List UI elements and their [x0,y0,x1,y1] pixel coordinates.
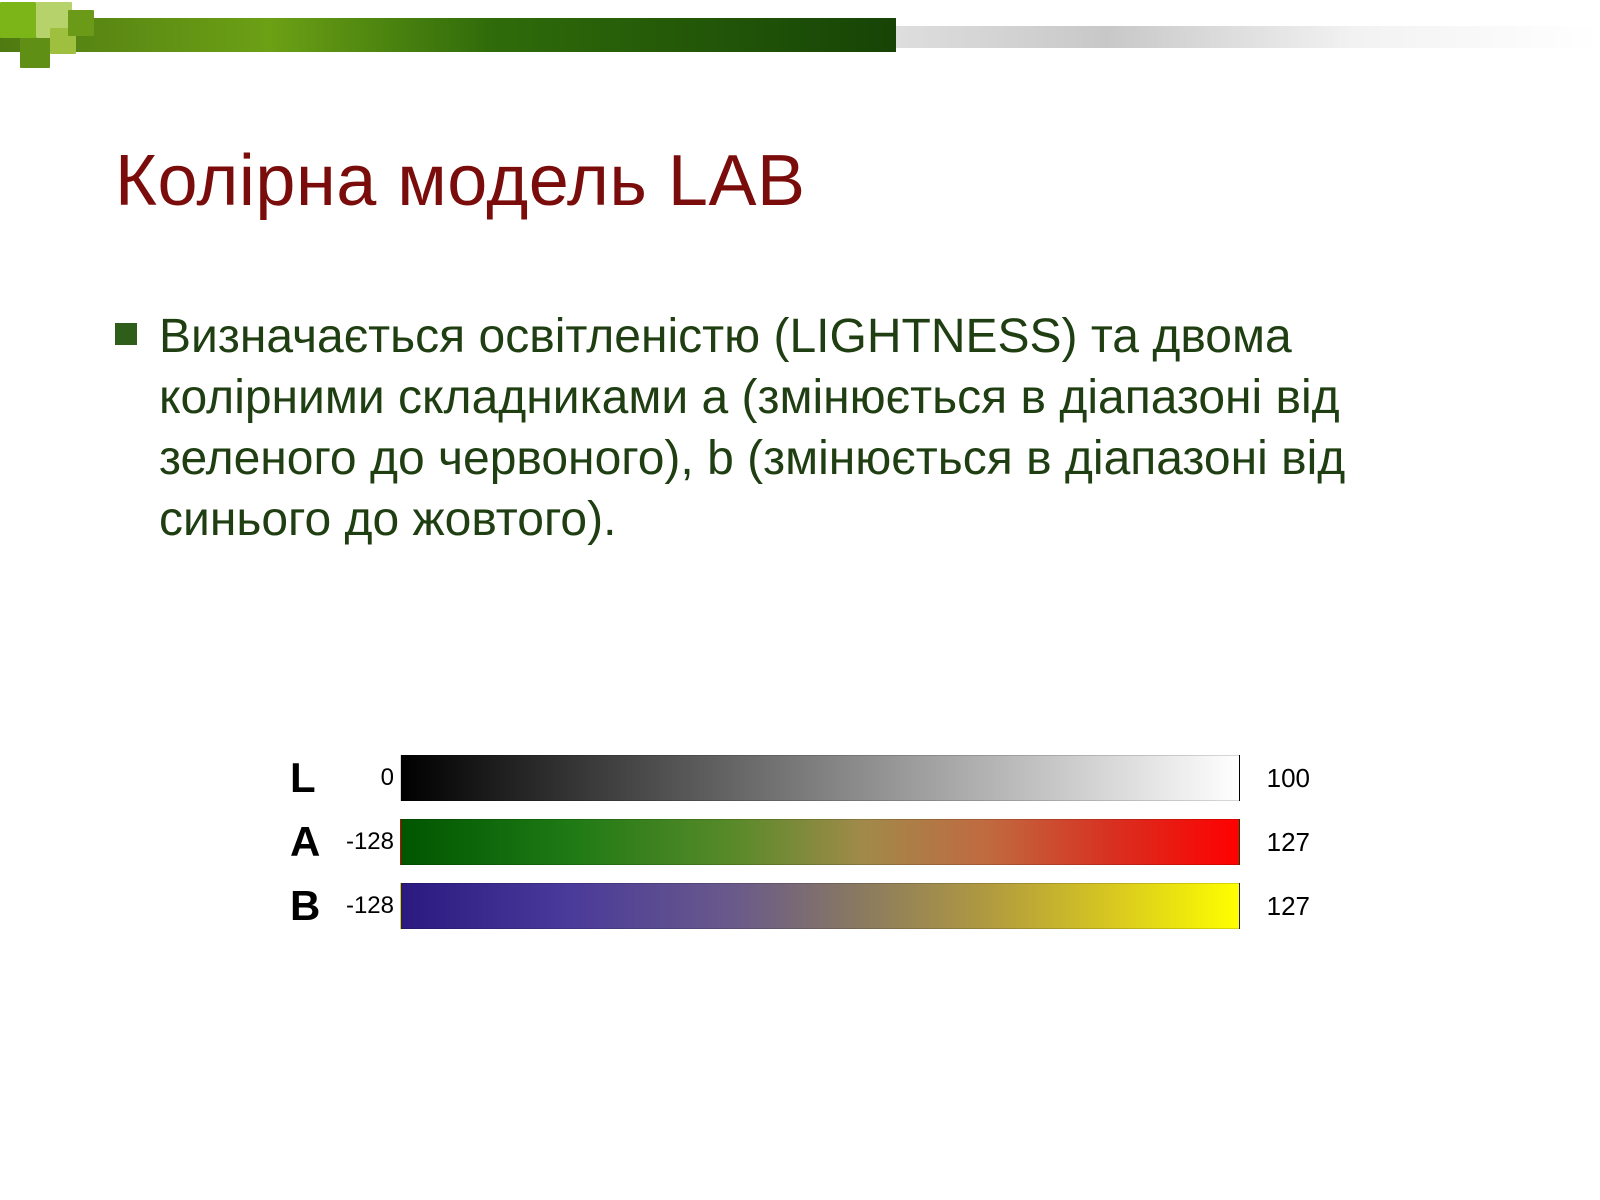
slide: Колірна модель LAB Визначається освітлен… [0,0,1600,1200]
decor-square-icon [68,10,94,36]
lab-diagram: L0 100 A-128 127 B-128 127 [290,748,1310,940]
body: Визначається освітленістю (LIGHTNESS) та… [115,307,1485,551]
bullet-item: Визначається освітленістю (LIGHTNESS) та… [115,307,1485,551]
lab-channel-letter: B [290,882,338,930]
lab-row: B-128 127 [290,876,1310,936]
lab-min-value: -128 [338,828,400,856]
lab-gradient-bar [400,883,1240,929]
lab-gradient-bar [400,755,1240,801]
lab-row: L0 100 [290,748,1310,808]
lab-row: A-128 127 [290,812,1310,872]
top-decor [0,18,1600,52]
lab-gradient-bar [400,819,1240,865]
bullet-text: Визначається освітленістю (LIGHTNESS) та… [159,307,1485,551]
lab-max-value: 127 [1240,891,1310,922]
top-decor-green-bar [0,18,896,52]
lab-min-value: 0 [338,764,400,792]
top-decor-grey-bar [896,26,1600,48]
bullet-marker-icon [115,323,137,345]
decor-square-icon [0,2,36,38]
lab-channel-letter: A [290,818,338,866]
slide-title: Колірна модель LAB [115,140,806,222]
lab-max-value: 100 [1240,763,1310,794]
lab-channel-letter: L [290,754,338,802]
lab-max-value: 127 [1240,827,1310,858]
decor-square-icon [20,38,50,68]
lab-min-value: -128 [338,892,400,920]
